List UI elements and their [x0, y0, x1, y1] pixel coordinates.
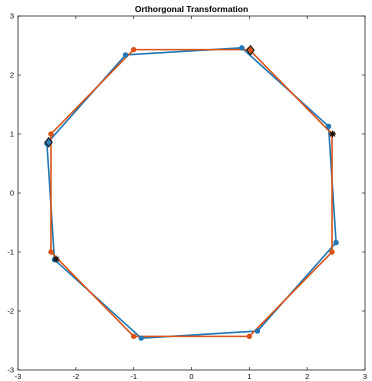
highlight-layer	[44, 44, 337, 263]
x-tick-label: 1	[247, 372, 251, 381]
data-point-series-2	[246, 333, 253, 340]
data-point-series-2	[130, 46, 137, 53]
data-point-series-2	[329, 249, 335, 255]
highlight-diamond-marker	[246, 44, 255, 56]
data-point-series-1	[122, 52, 129, 58]
data-point-series-1	[333, 239, 339, 246]
y-axis: -3 -2 -1 0 1 2 3	[7, 12, 365, 375]
data-point-series-1	[138, 335, 144, 341]
y-tick-label: 2	[10, 71, 14, 80]
x-tick-label: -1	[130, 372, 137, 381]
plot-area-frame	[17, 15, 366, 371]
highlight-diamond-marker	[44, 136, 53, 148]
asterisk-stroke	[329, 131, 336, 137]
y-tick-label: 3	[10, 12, 14, 21]
data-point-series-2	[48, 249, 54, 255]
data-point-series-1	[325, 123, 332, 130]
data-point-series-2	[48, 131, 54, 137]
y-tick-label: -2	[7, 307, 14, 316]
chart-title: Orthorgonal Transformation	[135, 4, 248, 14]
data-point-series-1	[254, 328, 261, 334]
x-tick-label: -2	[72, 372, 79, 381]
highlight-asterisk-marker	[329, 130, 337, 138]
highlight-asterisk-marker	[52, 255, 60, 263]
x-tick-label: 2	[305, 372, 309, 381]
y-tick-label: 0	[10, 189, 14, 198]
y-tick-label: -3	[7, 366, 14, 375]
asterisk-stroke	[53, 256, 59, 262]
x-axis: -3 -2 -1 0 1 2 3	[15, 16, 367, 381]
y-tick-label: -1	[7, 248, 14, 257]
x-tick-label: 0	[189, 372, 193, 381]
y-tick-label: 1	[10, 130, 14, 139]
data-point-series-1	[239, 45, 245, 51]
x-tick-label: 3	[363, 372, 367, 381]
data-point-series-2	[130, 333, 137, 340]
x-tick-label: -3	[15, 372, 22, 381]
